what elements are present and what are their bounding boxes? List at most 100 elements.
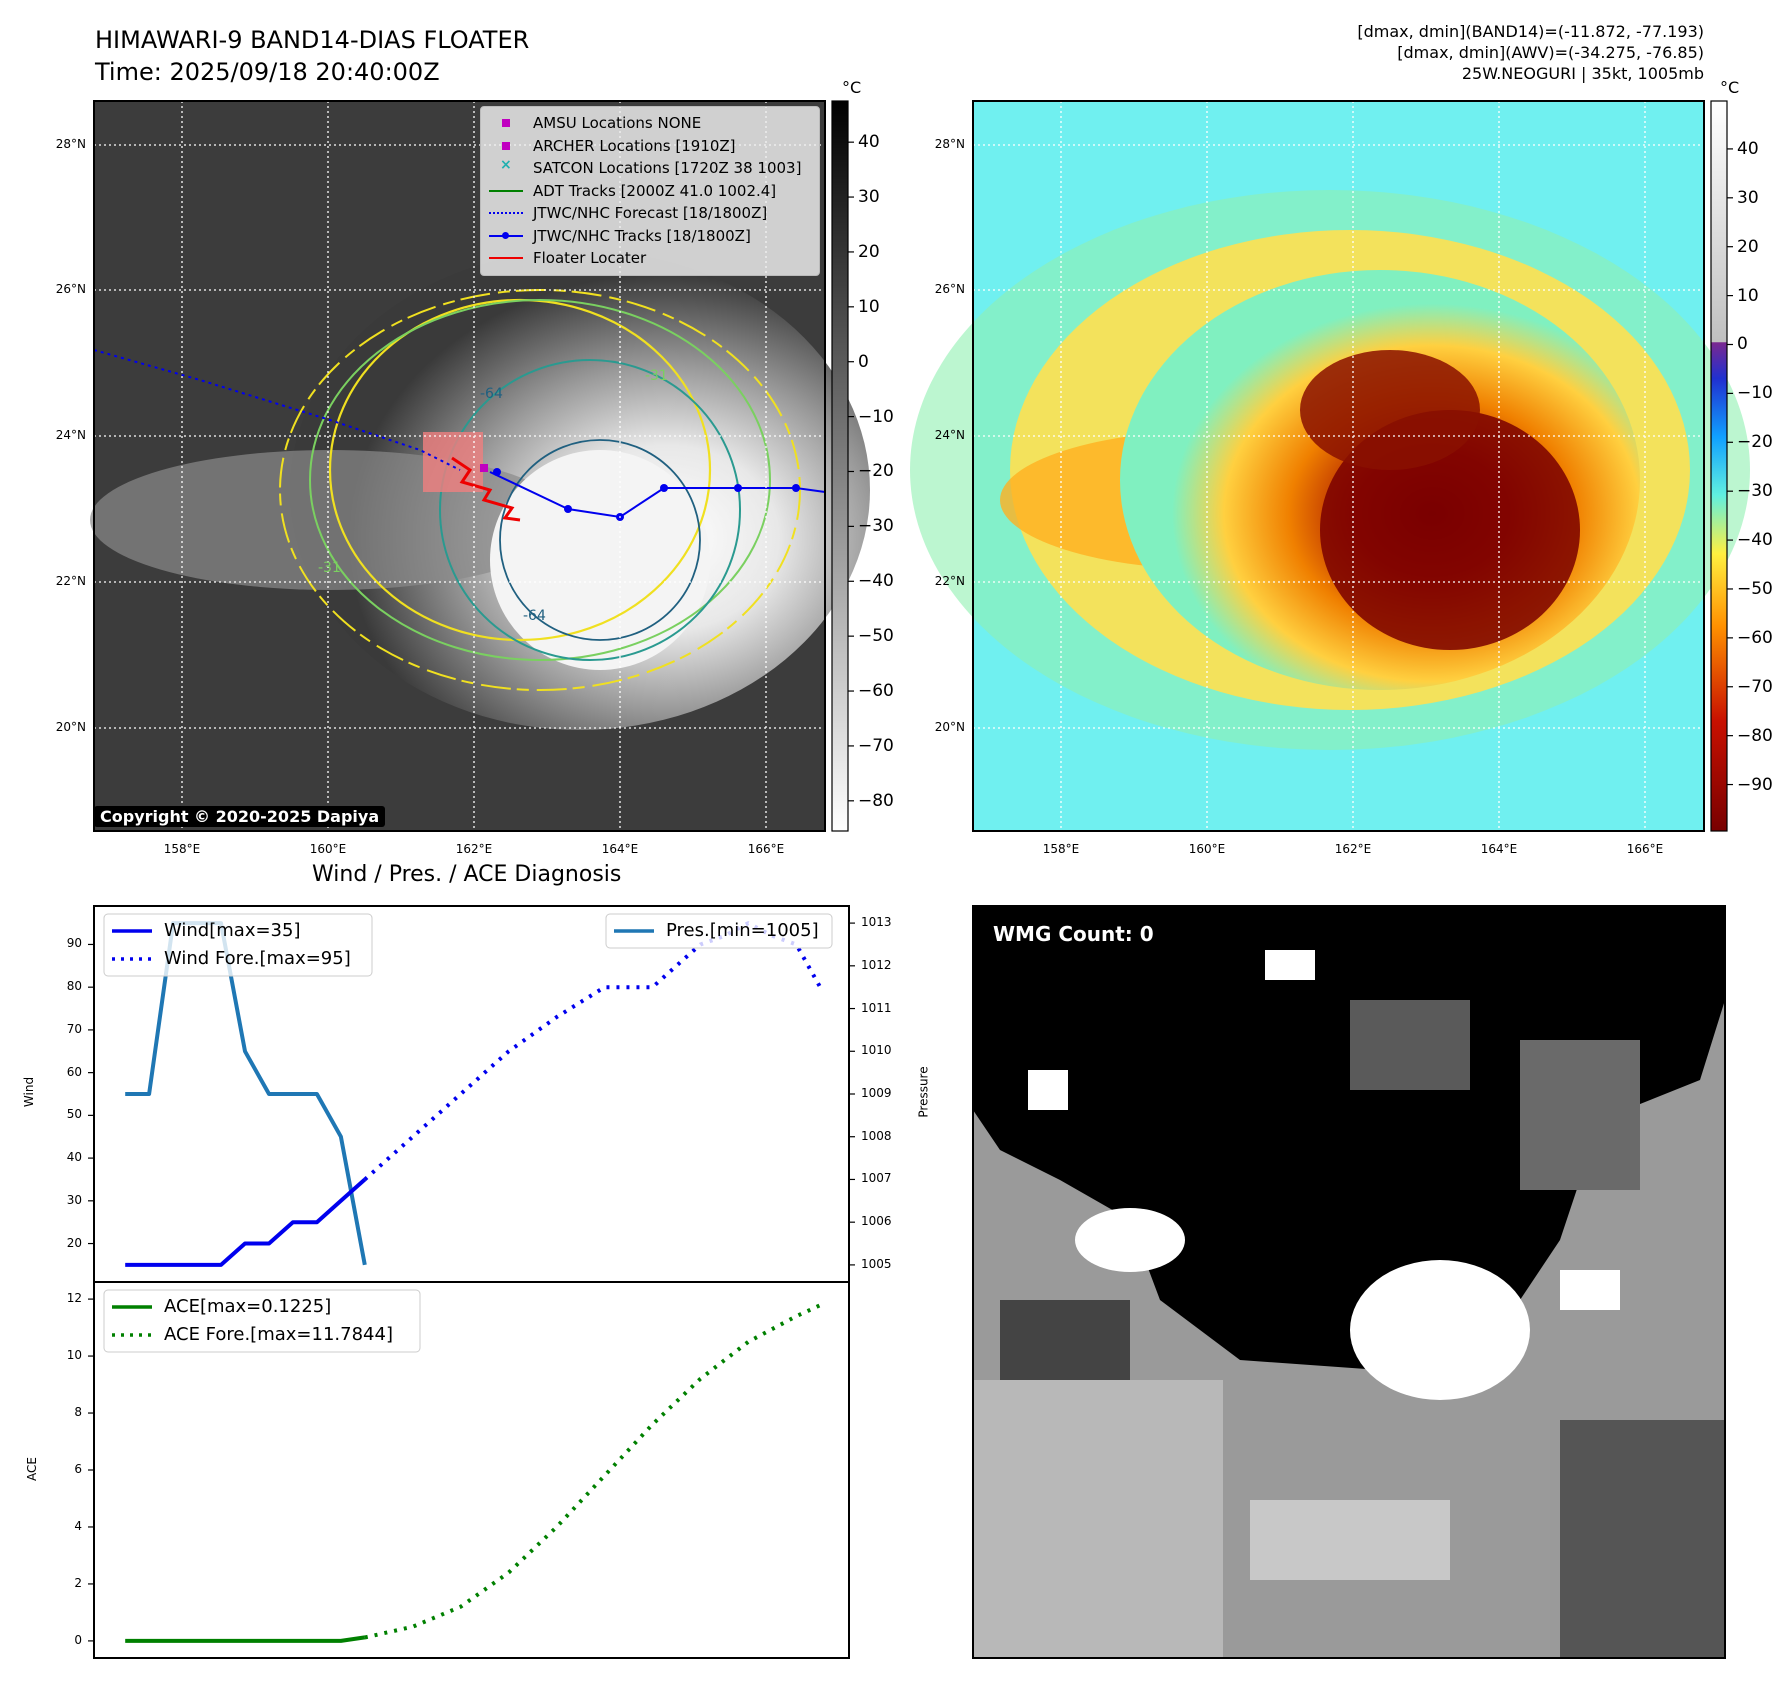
wmg-white-patch-3 — [1265, 950, 1315, 980]
map-legend: AMSU Locations NONE ARCHER Locations [191… — [480, 106, 820, 276]
lat-tick-label: 20°N — [55, 720, 86, 734]
map-legend-label: JTWC/NHC Forecast [18/1800Z] — [533, 204, 768, 222]
lon-tick-label: 158°E — [163, 842, 201, 856]
map-legend-swatch — [489, 140, 523, 152]
ace-tick-label: 12 — [66, 1291, 82, 1306]
diagnosis-title: Wind / Pres. / ACE Diagnosis — [312, 862, 622, 887]
pressure-tick-label: 1008 — [861, 1128, 892, 1143]
lat-tick-label: 26°N — [934, 282, 965, 296]
wmg-panel — [972, 905, 1726, 1659]
lat-tick-label: 28°N — [934, 137, 965, 151]
map-legend-label: Floater Locater — [533, 249, 647, 267]
archer-marker — [480, 464, 488, 472]
wind-forecast-legend-label: Wind Fore.[max=95] — [164, 948, 351, 969]
ace-tick-label: 0 — [74, 1632, 82, 1647]
colorbar-tick-label: −30 — [858, 516, 894, 537]
colorbar-tick-label: −70 — [1737, 676, 1773, 697]
colorbar-tick-label: 30 — [1737, 187, 1759, 208]
color-colorbar — [1710, 100, 1733, 832]
diagnosis-panel — [88, 905, 855, 1659]
lon-tick-label: 162°E — [455, 842, 493, 856]
pressure-tick-label: 1009 — [861, 1086, 892, 1100]
wmg-white-patch-1 — [1075, 1208, 1185, 1272]
colorbar-tick-label: 20 — [858, 241, 880, 262]
colorbar-tick-label: −10 — [858, 406, 894, 427]
ir-gridlines — [94, 101, 825, 831]
wmg-white-patch-4 — [1560, 1270, 1620, 1310]
pressure-tick-label: 1010 — [861, 1043, 892, 1058]
map-legend-swatch — [489, 117, 523, 129]
figure-time: Time: 2025/09/18 20:40:00Z — [95, 58, 440, 86]
wind-legend-label: Wind[max=35] — [164, 920, 301, 941]
map-legend-swatch — [489, 207, 523, 219]
ir-map-frame — [93, 100, 826, 832]
lon-tick-label: 166°E — [747, 842, 785, 856]
pressure-tick-label: 1013 — [861, 915, 892, 930]
wmg-gray-patch-2 — [1520, 1040, 1640, 1190]
contour-dark-teal — [499, 439, 701, 641]
wmg-light-patch — [1250, 1500, 1450, 1580]
ace-legend — [103, 1289, 421, 1353]
colorbar-tick-label: −90 — [1737, 774, 1773, 795]
map-legend-item: × SATCON Locations [1720Z 38 1003] — [489, 157, 802, 178]
lon-tick-label: 164°E — [601, 842, 639, 856]
map-legend-item: ADT Tracks [2000Z 41.0 1002.4] — [489, 181, 776, 201]
gray-colorbar — [831, 100, 854, 832]
wind-tick-label: 90 — [66, 936, 82, 951]
wind-legend-box — [103, 913, 373, 977]
color-colorbar-unit: °C — [1720, 78, 1740, 97]
colorbar-tick-label: −20 — [858, 461, 894, 482]
color-map-panel — [910, 100, 1750, 832]
wind-tick-label: 60 — [66, 1064, 82, 1079]
storm-info: 25W.NEOGURI | 35kt, 1005mb — [1461, 64, 1704, 83]
lat-tick-label: 26°N — [55, 282, 86, 296]
colorbar-tick-label: −20 — [1737, 432, 1773, 453]
colorbar-tick-label: −80 — [1737, 725, 1773, 746]
colorbar-tick-label: −30 — [1737, 481, 1773, 502]
pressure-line — [125, 921, 367, 1266]
colorbar-tick-label: 40 — [858, 132, 880, 153]
map-legend-swatch — [489, 185, 523, 197]
floater-locater-track — [451, 456, 521, 522]
figure-title: HIMAWARI-9 BAND14-DIAS FLOATER — [95, 26, 530, 54]
ace-line — [125, 1635, 366, 1643]
ace-series-group — [125, 1303, 822, 1643]
colorbar-tick-label: 0 — [1737, 334, 1748, 355]
colorbar-tick-label: 10 — [858, 296, 880, 317]
contour-label-4: -31 — [318, 560, 341, 576]
contour-teal — [439, 359, 741, 661]
wind-legend — [103, 913, 373, 977]
wind-line — [125, 1178, 367, 1267]
map-legend-item: JTWC/NHC Tracks [18/1800Z] — [489, 226, 751, 246]
ace-tick-label: 8 — [74, 1405, 82, 1420]
map-legend-item: JTWC/NHC Forecast [18/1800Z] — [489, 203, 767, 223]
stat-awv: [dmax, dmin](AWV)=(-34.275, -76.85) — [1397, 43, 1704, 62]
map-legend-swatch: × — [500, 157, 512, 173]
ace-tick-label: 4 — [74, 1518, 82, 1533]
wind-tick-label: 80 — [66, 979, 82, 994]
color-cold-arc — [1300, 350, 1480, 470]
gray-colorbar-bar — [831, 100, 849, 832]
map-legend-item: ARCHER Locations [1910Z] — [489, 136, 736, 156]
lat-tick-label: 24°N — [934, 428, 965, 442]
map-legend-swatch — [489, 252, 523, 264]
gray-colorbar-ticks — [848, 141, 854, 802]
pressure-tick-label: 1011 — [861, 1000, 892, 1015]
ace-legend-box — [103, 1289, 421, 1353]
wind-axis-label: Wind — [22, 1076, 37, 1108]
contour-label-2: -64 — [480, 386, 503, 402]
lat-tick-label: 28°N — [55, 137, 86, 151]
lon-tick-label: 164°E — [1480, 842, 1518, 856]
colorbar-tick-label: −40 — [1737, 530, 1773, 551]
wmg-dark-patch-2 — [1560, 1420, 1725, 1658]
lat-tick-label: 22°N — [55, 574, 86, 588]
wmg-dark-patch-1 — [1000, 1300, 1130, 1380]
colorbar-tick-label: −40 — [858, 571, 894, 592]
wind-tick-label: 40 — [66, 1150, 82, 1165]
ace-tick-label: 10 — [66, 1348, 82, 1363]
colorbar-tick-label: −80 — [858, 790, 894, 811]
colorbar-tick-label: 30 — [858, 187, 880, 208]
lat-tick-label: 22°N — [934, 574, 965, 588]
map-legend-label: SATCON Locations [1720Z 38 1003] — [533, 159, 802, 177]
colorbar-tick-label: −50 — [1737, 578, 1773, 599]
